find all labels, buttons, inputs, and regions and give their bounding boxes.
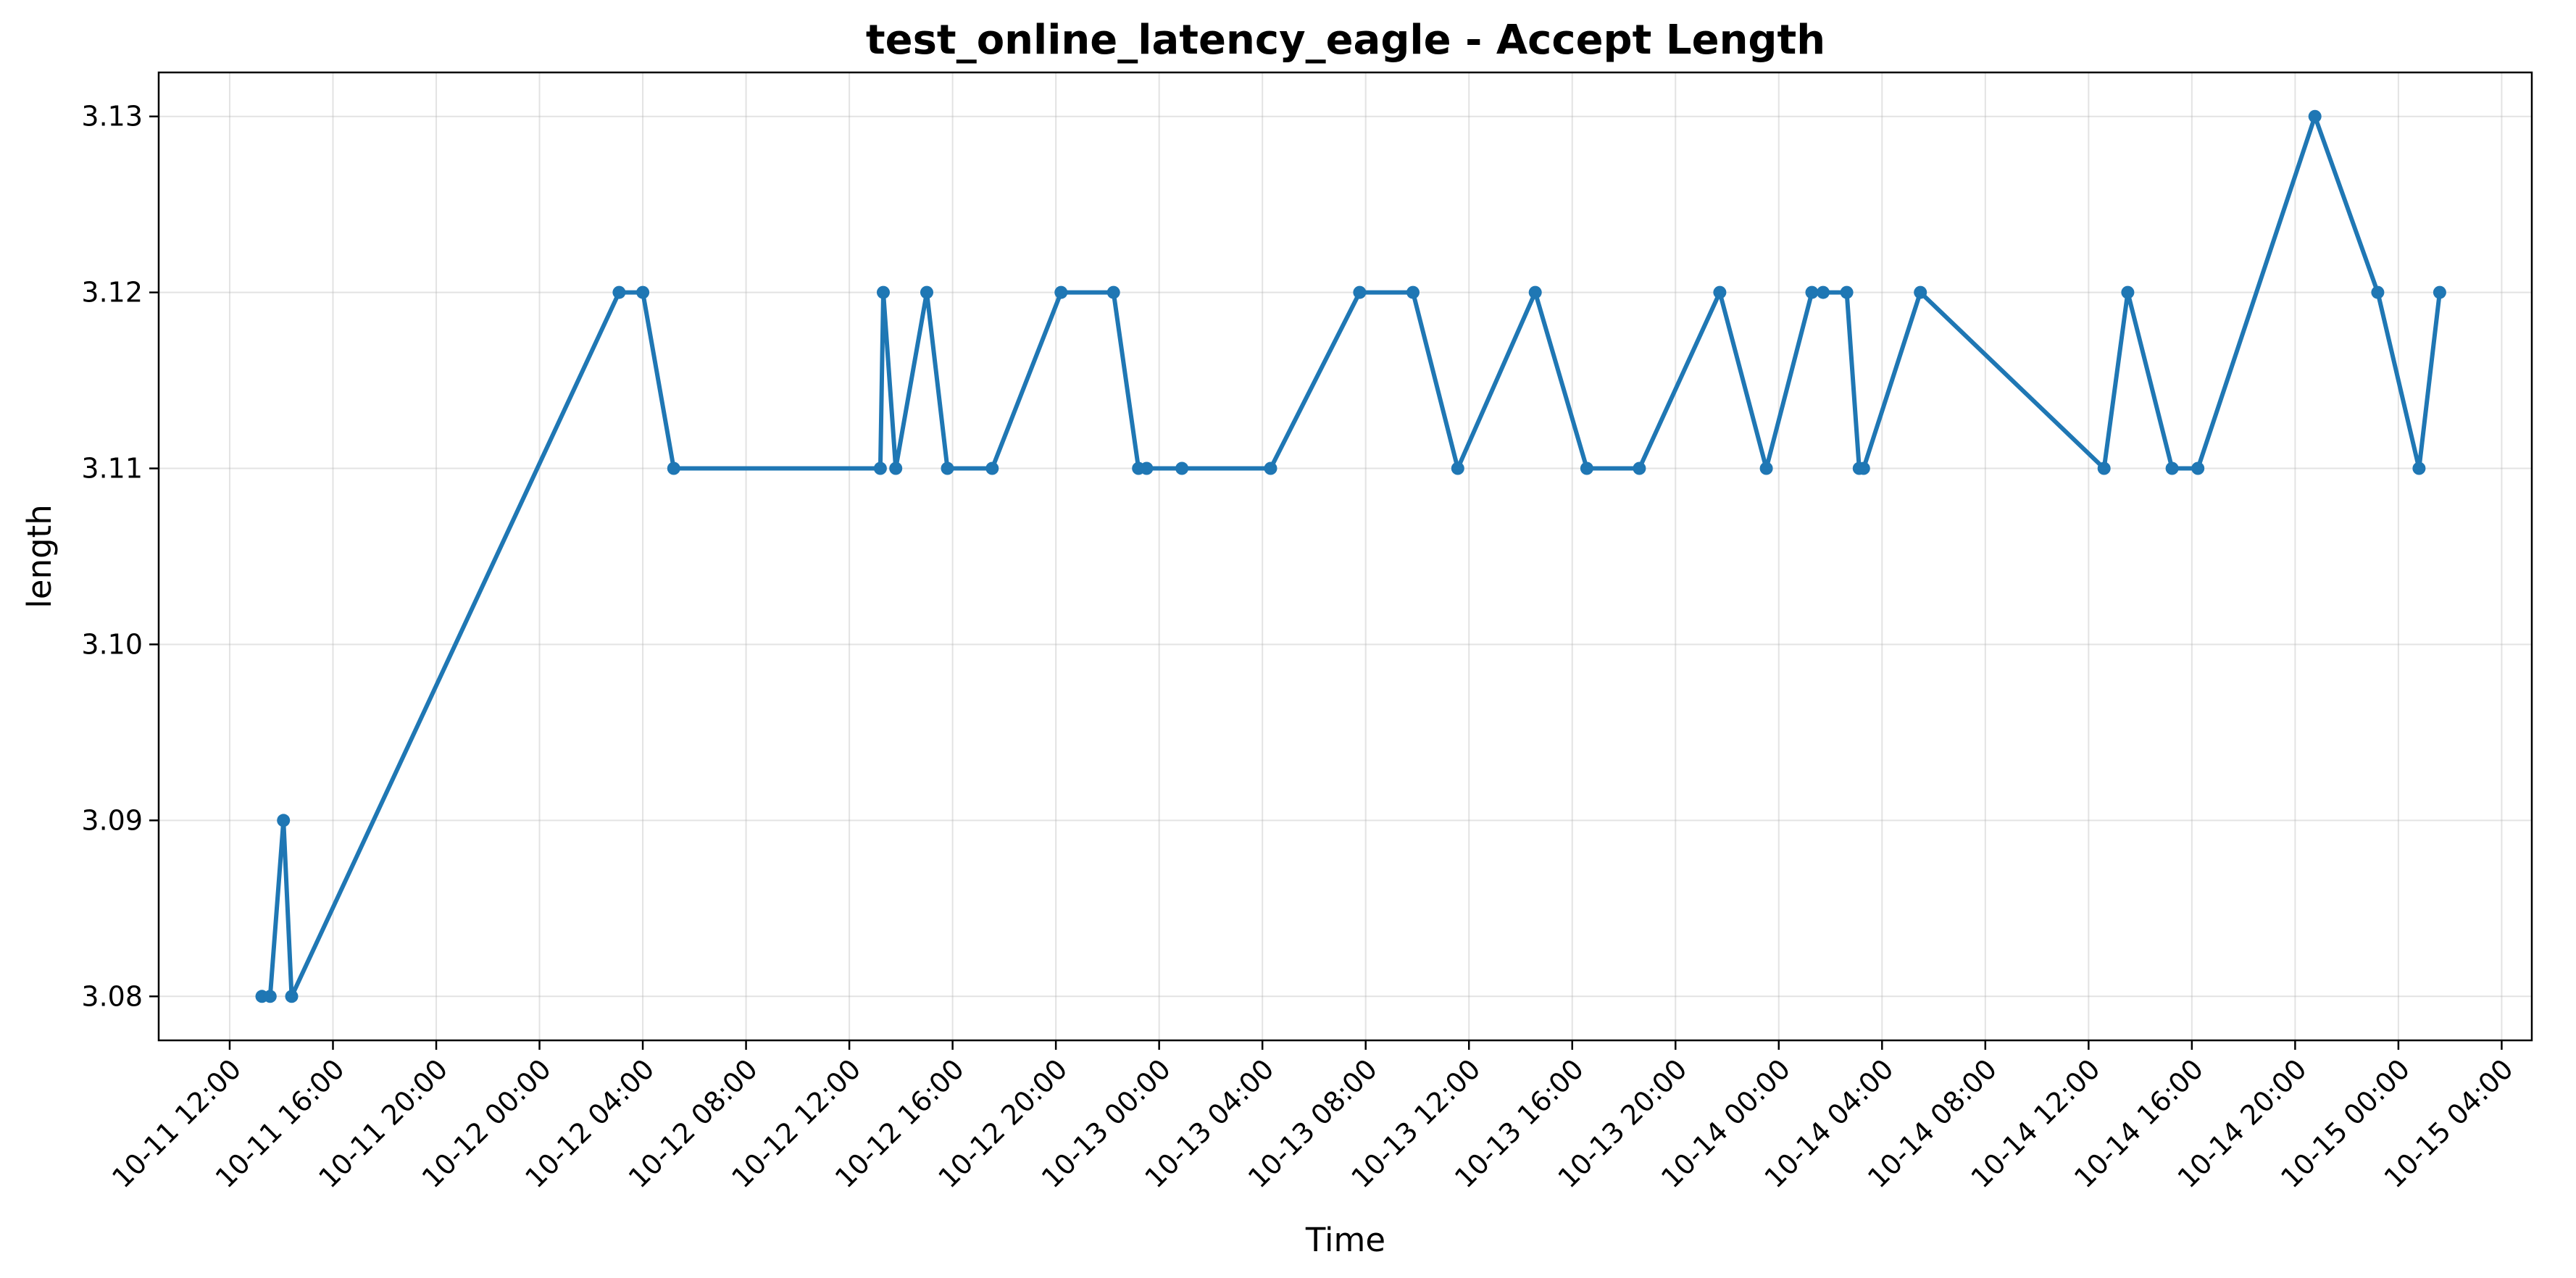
data-point xyxy=(873,462,887,475)
data-point xyxy=(877,285,890,299)
data-point xyxy=(2191,462,2205,475)
data-point xyxy=(1759,462,1773,475)
plot-area-frame xyxy=(157,71,2533,1042)
data-point xyxy=(1264,462,1277,475)
data-points xyxy=(255,109,2446,1003)
data-point xyxy=(1106,285,1120,299)
data-point xyxy=(1713,285,1727,299)
x-axis-label: Time xyxy=(1305,1221,1385,1259)
y-tick-label: 3.09 xyxy=(81,804,143,836)
y-tick-label: 3.08 xyxy=(81,980,143,1012)
data-point xyxy=(2371,285,2385,299)
data-point xyxy=(1175,462,1189,475)
series-line xyxy=(259,114,2442,999)
y-tick-label: 3.13 xyxy=(81,101,143,133)
data-point xyxy=(667,462,680,475)
chart-title: test_online_latency_eagle - Accept Lengt… xyxy=(866,17,1825,64)
data-point xyxy=(2308,109,2322,123)
data-point xyxy=(2433,285,2446,299)
data-point xyxy=(1914,285,1927,299)
data-point xyxy=(889,462,903,475)
data-point xyxy=(277,814,291,827)
y-tick-label: 3.12 xyxy=(81,277,143,309)
data-point xyxy=(263,990,277,1003)
data-point xyxy=(1856,462,1870,475)
data-point xyxy=(2121,285,2135,299)
y-tick-label: 3.11 xyxy=(81,453,143,485)
data-point xyxy=(1406,285,1420,299)
y-axis-label: length xyxy=(20,504,59,608)
data-point xyxy=(1840,285,1854,299)
data-point xyxy=(1353,285,1367,299)
data-point xyxy=(1054,285,1068,299)
series-line-layer xyxy=(259,114,2442,999)
data-point xyxy=(1633,462,1646,475)
grid-lines xyxy=(159,72,2532,1040)
data-point xyxy=(2412,462,2426,475)
data-point xyxy=(1580,462,1593,475)
data-point xyxy=(636,285,650,299)
data-point xyxy=(2097,462,2111,475)
data-point xyxy=(1528,285,1542,299)
data-point xyxy=(1817,285,1830,299)
data-point xyxy=(1805,285,1819,299)
data-point xyxy=(612,285,626,299)
data-point xyxy=(1451,462,1464,475)
data-point xyxy=(920,285,933,299)
data-point xyxy=(2165,462,2179,475)
data-point xyxy=(1140,462,1154,475)
data-point xyxy=(941,462,954,475)
data-point xyxy=(285,990,299,1003)
y-tick-label: 3.10 xyxy=(81,628,143,660)
y-axis-ticks: 3.08 3.09 3.10 3.11 3.12 3.13 xyxy=(81,101,159,1012)
data-point xyxy=(985,462,999,475)
